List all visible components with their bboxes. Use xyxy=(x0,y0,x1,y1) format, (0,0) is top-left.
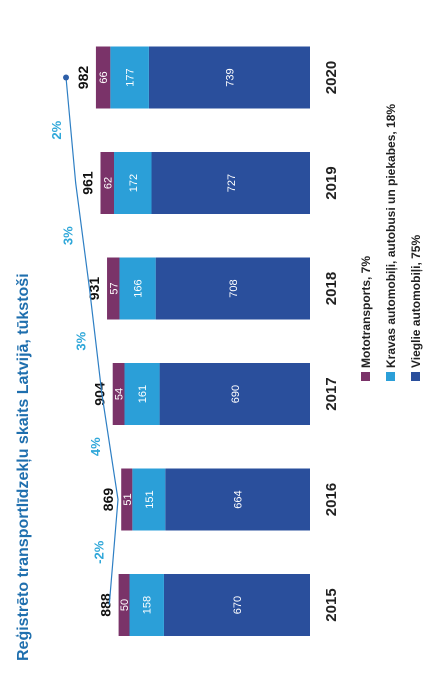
segment-value-label: 158 xyxy=(142,596,154,614)
year-label: 2017 xyxy=(323,377,340,410)
segment-value-label: 690 xyxy=(230,385,242,403)
segment-value-label: 177 xyxy=(125,68,137,86)
total-label: 888 xyxy=(98,593,114,617)
year-label: 2019 xyxy=(323,166,340,199)
segment-value-label: 172 xyxy=(128,174,140,192)
year-label: 2016 xyxy=(323,483,340,516)
bars-group xyxy=(96,47,310,637)
segment-value-label: 664 xyxy=(233,490,245,508)
segment-value-label: 62 xyxy=(102,177,114,189)
legend-label: Kravas automobiļi, autobusi un piekabes,… xyxy=(384,104,398,368)
segment-value-label: 166 xyxy=(133,279,145,297)
legend-swatch xyxy=(411,372,420,381)
total-label: 904 xyxy=(92,382,108,406)
legend-swatch xyxy=(386,372,395,381)
growth-line-end-point xyxy=(63,75,69,81)
year-label: 2015 xyxy=(323,588,340,621)
segment-value-label: 739 xyxy=(224,68,236,86)
growth-label: 3% xyxy=(61,226,76,245)
legend-swatch xyxy=(361,372,370,381)
year-label: 2020 xyxy=(323,61,340,94)
segment-value-label: 161 xyxy=(137,385,149,403)
segment-value-label: 727 xyxy=(226,174,238,192)
segment-value-label: 50 xyxy=(119,599,131,611)
segment-value-label: 51 xyxy=(122,493,134,505)
segment-value-label: 66 xyxy=(98,71,110,83)
growth-label: -2% xyxy=(92,540,107,564)
growth-label: 4% xyxy=(88,437,103,456)
segment-value-label: 54 xyxy=(114,388,126,400)
total-label: 869 xyxy=(100,488,116,512)
growth-label: 2% xyxy=(49,120,64,139)
segment-value-label: 708 xyxy=(228,279,240,297)
legend-label: Mototransports, 7% xyxy=(359,256,373,368)
segment-value-label: 57 xyxy=(108,282,120,294)
growth-label: 3% xyxy=(74,331,89,350)
total-label: 982 xyxy=(75,66,91,90)
legend-label: Vieglie automobiļi, 75% xyxy=(409,235,423,368)
year-label: 2018 xyxy=(323,272,340,305)
legend: Mototransports, 7% Kravas automobiļi, aut… xyxy=(359,104,423,381)
segment-value-label: 151 xyxy=(144,490,156,508)
segment-value-label: 670 xyxy=(232,596,244,614)
chart-title: Reģistrēto transportlīdzekļu skaits Latv… xyxy=(14,273,32,661)
total-label: 961 xyxy=(80,171,96,195)
